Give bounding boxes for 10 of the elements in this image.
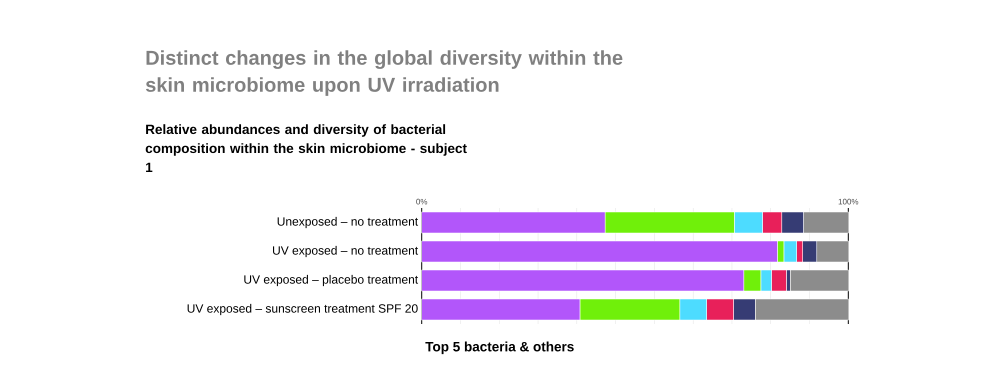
- x-tick-label: 0%: [416, 198, 428, 204]
- bar: [790, 270, 849, 292]
- y-tick-label: UV exposed – sunscreen treatment SPF 20: [188, 304, 418, 316]
- chart-title: Distinct changes in the global diversity within the skin microbiome upon UV irradiation: [146, 50, 622, 96]
- x-tick-label: 100%: [838, 198, 858, 204]
- y-tick-label: UV exposed – no treatment: [273, 246, 418, 258]
- x-axis-title: Top 5 bacteria & others: [425, 342, 574, 354]
- y-tick-label: Unexposed – no treatment: [278, 216, 418, 228]
- y-tick-label: UV exposed – placebo treatment: [244, 274, 418, 286]
- text: Relative abundances and diversity of bacterial composition within the skin microbiome - subject 1: [146, 124, 467, 172]
